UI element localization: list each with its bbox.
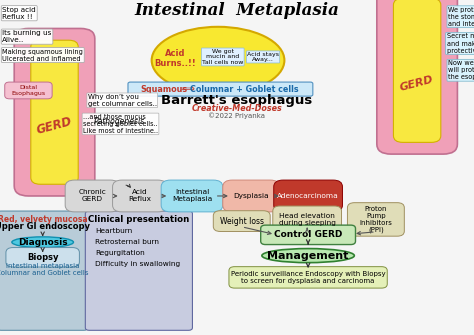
Text: ⟹: ⟹ (180, 84, 194, 94)
FancyBboxPatch shape (393, 0, 441, 142)
Text: Difficulty in swallowing: Difficulty in swallowing (95, 261, 180, 267)
Text: Heartburn: Heartburn (95, 228, 132, 234)
Text: Head elevation
during sleeping: Head elevation during sleeping (279, 213, 336, 226)
Text: Making squamous lining
Ulcerated and inflamed: Making squamous lining Ulcerated and inf… (2, 49, 83, 62)
FancyBboxPatch shape (5, 82, 52, 99)
FancyBboxPatch shape (85, 211, 192, 330)
Text: Distal
Esophagus: Distal Esophagus (11, 85, 46, 96)
Text: Biopsy: Biopsy (27, 253, 58, 262)
Text: GERD: GERD (35, 115, 74, 137)
Text: Now we
will protect
the esophagus.: Now we will protect the esophagus. (448, 60, 474, 80)
FancyBboxPatch shape (377, 0, 457, 154)
FancyBboxPatch shape (347, 203, 404, 236)
Text: Stop acid
Reflux !!: Stop acid Reflux !! (2, 7, 36, 20)
FancyBboxPatch shape (65, 180, 119, 212)
FancyBboxPatch shape (6, 248, 79, 267)
Text: Management: Management (267, 251, 349, 261)
Text: Control GERD: Control GERD (274, 230, 342, 239)
FancyBboxPatch shape (161, 180, 223, 212)
Text: Acid
Burns..!!: Acid Burns..!! (155, 49, 196, 68)
Text: GERD: GERD (398, 74, 434, 93)
FancyBboxPatch shape (31, 40, 78, 184)
FancyBboxPatch shape (274, 180, 342, 212)
Ellipse shape (12, 237, 73, 248)
Text: Intestinal
Metaplasia: Intestinal Metaplasia (172, 190, 212, 202)
Text: Retrosternal burn: Retrosternal burn (95, 239, 159, 245)
Text: We protect
the stomach
and intestine.: We protect the stomach and intestine. (448, 7, 474, 27)
FancyBboxPatch shape (261, 225, 356, 245)
Text: Secret mucus
and make a
protective layer.: Secret mucus and make a protective layer… (447, 34, 474, 54)
FancyBboxPatch shape (229, 267, 387, 288)
Text: Pathogenesis: Pathogenesis (94, 117, 145, 126)
Text: Clinical presentation: Clinical presentation (88, 215, 190, 224)
Text: Why don’t you
get columnar cells..: Why don’t you get columnar cells.. (88, 94, 157, 107)
Text: Its burning us
Alive..: Its burning us Alive.. (2, 30, 52, 43)
Text: Adenocarcinoma: Adenocarcinoma (277, 193, 339, 199)
FancyBboxPatch shape (14, 28, 95, 196)
Text: Creative-Med-Doses: Creative-Med-Doses (191, 105, 283, 113)
Text: ...and those mucus
secreting goblet cells..
Like most of intestine..: ...and those mucus secreting goblet cell… (83, 114, 158, 134)
Text: Proton
Pump
Inhibitors
(PPI): Proton Pump Inhibitors (PPI) (359, 206, 392, 233)
Text: We got
mucin and
Tall cells now: We got mucin and Tall cells now (202, 49, 244, 65)
FancyBboxPatch shape (0, 211, 88, 330)
Text: Chronic
GERD: Chronic GERD (79, 190, 106, 202)
Text: Columnar + Goblet cells: Columnar + Goblet cells (190, 85, 299, 93)
Text: Regurgitation: Regurgitation (95, 250, 145, 256)
Ellipse shape (152, 27, 284, 94)
FancyBboxPatch shape (223, 180, 280, 212)
FancyBboxPatch shape (113, 180, 167, 212)
Text: Intestinal  Metaplasia: Intestinal Metaplasia (135, 2, 339, 19)
Ellipse shape (262, 249, 355, 263)
FancyBboxPatch shape (273, 206, 341, 233)
Text: Red, velvety mucosa: Red, velvety mucosa (0, 215, 88, 224)
Text: Dysplasia: Dysplasia (233, 193, 269, 199)
Text: Diagnosis: Diagnosis (18, 238, 67, 247)
FancyBboxPatch shape (213, 211, 270, 231)
Text: Weight loss: Weight loss (220, 217, 264, 225)
FancyBboxPatch shape (128, 82, 313, 96)
Text: Acid stays
Away...: Acid stays Away... (247, 52, 279, 62)
Text: Barrett's esophagus: Barrett's esophagus (161, 94, 313, 107)
Text: Upper GI endoscopy: Upper GI endoscopy (0, 222, 90, 231)
Text: Acid
Reflux: Acid Reflux (128, 190, 151, 202)
Text: ©2022 Priyanka: ©2022 Priyanka (209, 112, 265, 119)
Text: Periodic surveillance Endoscopy with Biopsy
to screen for dysplasia and carcinom: Periodic surveillance Endoscopy with Bio… (231, 271, 385, 284)
Text: Squamous: Squamous (140, 85, 187, 93)
Text: Intestinal metaplasia
Columnar and Goblet cells: Intestinal metaplasia Columnar and Goble… (0, 263, 89, 276)
